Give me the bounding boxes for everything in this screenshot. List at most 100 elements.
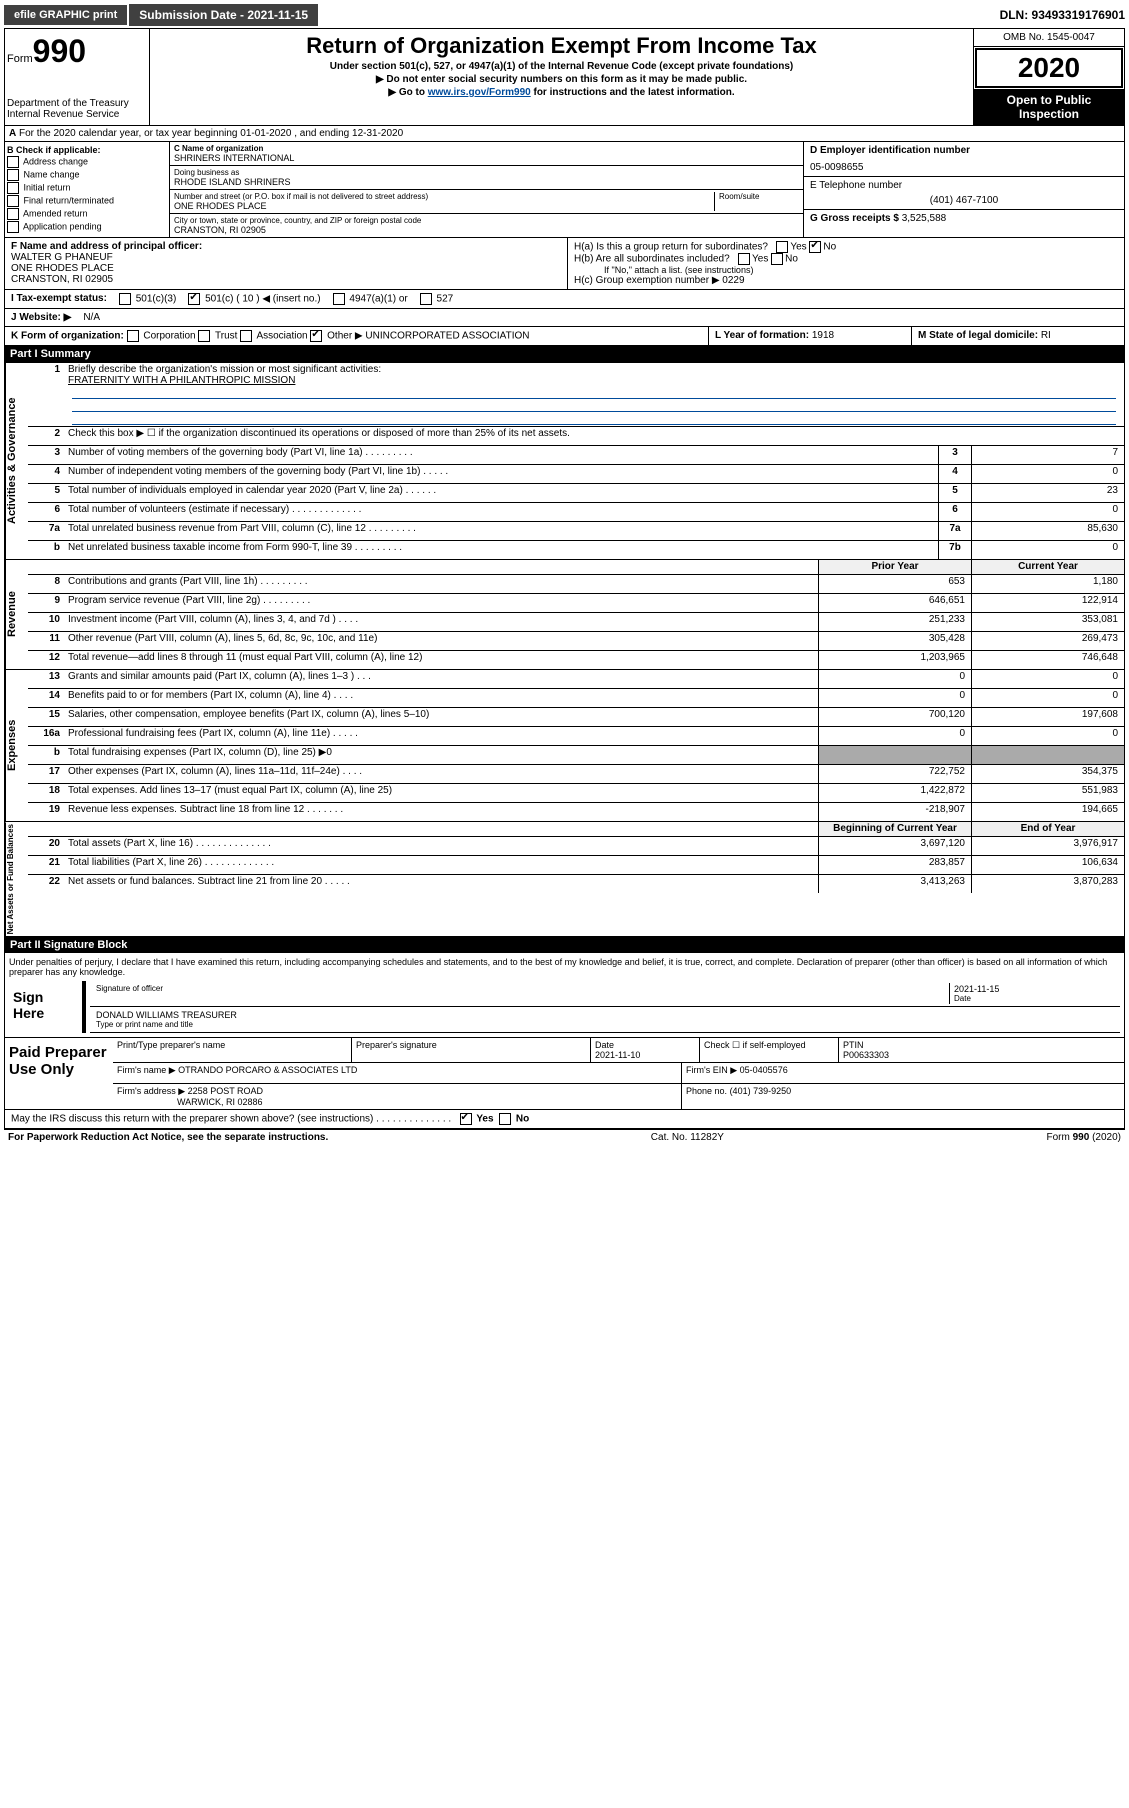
vtab-netassets: Net Assets or Fund Balances [5,822,28,936]
cb-name-change[interactable]: Name change [24,169,80,179]
website-value: N/A [83,312,100,323]
f-label: F Name and address of principal officer: [11,241,202,252]
discuss-yes[interactable]: Yes [476,1114,493,1125]
state-domicile: RI [1041,330,1051,341]
cb-amended[interactable]: Amended return [23,208,88,218]
k-assoc[interactable]: Association [256,331,307,342]
form990-link[interactable]: www.irs.gov/Form990 [428,87,531,98]
row-a-calendar: A For the 2020 calendar year, or tax yea… [4,126,1125,142]
officer-addr1: ONE RHODES PLACE [11,263,561,274]
officer-name: WALTER G PHANEUF [11,252,561,263]
ptin-value: P00633303 [843,1050,889,1060]
sig-officer-label: Signature of officer [96,984,945,993]
firm-phone-label: Phone no. [686,1086,727,1096]
sign-here: Sign Here [9,981,82,1033]
line2-text: Check this box ▶ ☐ if the organization d… [64,427,1124,445]
hb-label: H(b) Are all subordinates included? [574,254,730,265]
dept-treasury: Department of the Treasury Internal Reve… [7,98,147,120]
col-b-checkboxes: B Check if applicable: Address change Na… [5,142,170,237]
ha-label: H(a) Is this a group return for subordin… [574,242,768,253]
firm-phone: (401) 739-9250 [730,1086,792,1096]
vtab-governance: Activities & Governance [5,363,28,559]
typed-label: Type or print name and title [96,1020,1114,1029]
prep-name-label: Print/Type preparer's name [113,1038,351,1062]
cb-initial-return[interactable]: Initial return [24,182,71,192]
form-label: Form [7,53,33,65]
col-current-year: Current Year [971,560,1124,574]
m-label: M State of legal domicile: [918,330,1038,341]
firm-name-label: Firm's name ▶ [117,1065,176,1075]
footer-right: Form 990 (2020) [1047,1132,1121,1143]
topbar: efile GRAPHIC print Submission Date - 20… [4,4,1125,26]
street-address: ONE RHODES PLACE [174,201,714,211]
form-title: Return of Organization Exempt From Incom… [158,33,965,59]
j-label: J Website: ▶ [11,312,71,323]
addr-label: Number and street (or P.O. box if mail i… [174,192,714,201]
col-beginning: Beginning of Current Year [818,822,971,836]
typed-name: DONALD WILLIAMS TREASURER [96,1010,1114,1020]
sig-date: 2021-11-15 [954,984,1114,994]
cb-application-pending[interactable]: Application pending [23,221,102,231]
ein-value: 05-0098655 [810,162,1118,173]
i-label: I Tax-exempt status: [11,293,107,304]
check-self[interactable]: Check ☐ if self-employed [699,1038,838,1062]
footer-cat: Cat. No. 11282Y [651,1132,724,1143]
col-end: End of Year [971,822,1124,836]
city-state-zip: CRANSTON, RI 02905 [174,225,799,235]
tax-501c[interactable]: 501(c) ( 10 ) ◀ (insert no.) [205,294,321,305]
phone-label: E Telephone number [810,180,1118,191]
prep-date-label: Date [595,1040,614,1050]
cb-address-change[interactable]: Address change [23,156,88,166]
room-label: Room/suite [719,192,799,201]
firm-addr1: 2258 POST ROAD [188,1086,263,1096]
col-prior-year: Prior Year [818,560,971,574]
year-formation: 1918 [812,330,834,341]
k-other[interactable]: Other ▶ [327,331,362,342]
discuss-no[interactable]: No [516,1114,529,1125]
phone-value: (401) 467-7100 [810,195,1118,206]
sub3-post: for instructions and the latest informat… [531,87,735,98]
hc-label: H(c) Group exemption number ▶ 0229 [574,275,1118,286]
tax-527[interactable]: 527 [437,294,454,305]
paid-preparer: Paid Preparer Use Only [5,1038,113,1109]
vtab-revenue: Revenue [5,560,28,669]
footer-left: For Paperwork Reduction Act Notice, see … [8,1132,328,1143]
ptin-label: PTIN [843,1040,864,1050]
k-label: K Form of organization: [11,331,124,342]
vtab-expenses: Expenses [5,670,28,821]
k-corp[interactable]: Corporation [143,331,195,342]
dba-label: Doing business as [174,168,799,177]
city-label: City or town, state or province, country… [174,216,799,225]
b-title: B Check if applicable: [7,145,101,155]
tax-4947[interactable]: 4947(a)(1) or [349,294,407,305]
dba-name: RHODE ISLAND SHRINERS [174,177,799,187]
form-header: Form990 Department of the Treasury Inter… [4,28,1125,126]
firm-addr-label: Firm's address ▶ [117,1086,185,1096]
prep-sig-label: Preparer's signature [351,1038,590,1062]
calendar-text: For the 2020 calendar year, or tax year … [19,128,403,139]
sub3-pre: Go to [399,87,428,98]
tax-501c3[interactable]: 501(c)(3) [136,294,177,305]
k-other-val: UNINCORPORATED ASSOCIATION [365,331,529,342]
officer-addr2: CRANSTON, RI 02905 [11,274,561,285]
cb-final-return[interactable]: Final return/terminated [24,195,115,205]
discuss-text: May the IRS discuss this return with the… [11,1114,451,1125]
l-label: L Year of formation: [715,330,809,341]
efile-btn[interactable]: efile GRAPHIC print [4,5,127,25]
subtitle-2: Do not enter social security numbers on … [386,74,747,85]
hb-note: If "No," attach a list. (see instruction… [574,265,1118,275]
tax-year: 2020 [975,48,1123,88]
submission-btn[interactable]: Submission Date - 2021-11-15 [129,4,318,26]
perjury-text: Under penalties of perjury, I declare th… [9,957,1120,977]
prep-date: 2021-11-10 [595,1050,640,1060]
subtitle-1: Under section 501(c), 527, or 4947(a)(1)… [158,61,965,72]
line1-text: Briefly describe the organization's miss… [68,364,381,375]
gross-value: 3,525,588 [902,213,947,224]
firm-name: OTRANDO PORCARO & ASSOCIATES LTD [178,1065,357,1075]
k-trust[interactable]: Trust [215,331,237,342]
firm-ein: 05-0405576 [740,1065,788,1075]
omb-number: OMB No. 1545-0047 [974,29,1124,47]
part1-header: Part I Summary [4,346,1125,362]
firm-ein-label: Firm's EIN ▶ [686,1065,737,1075]
ein-label: D Employer identification number [810,145,970,156]
